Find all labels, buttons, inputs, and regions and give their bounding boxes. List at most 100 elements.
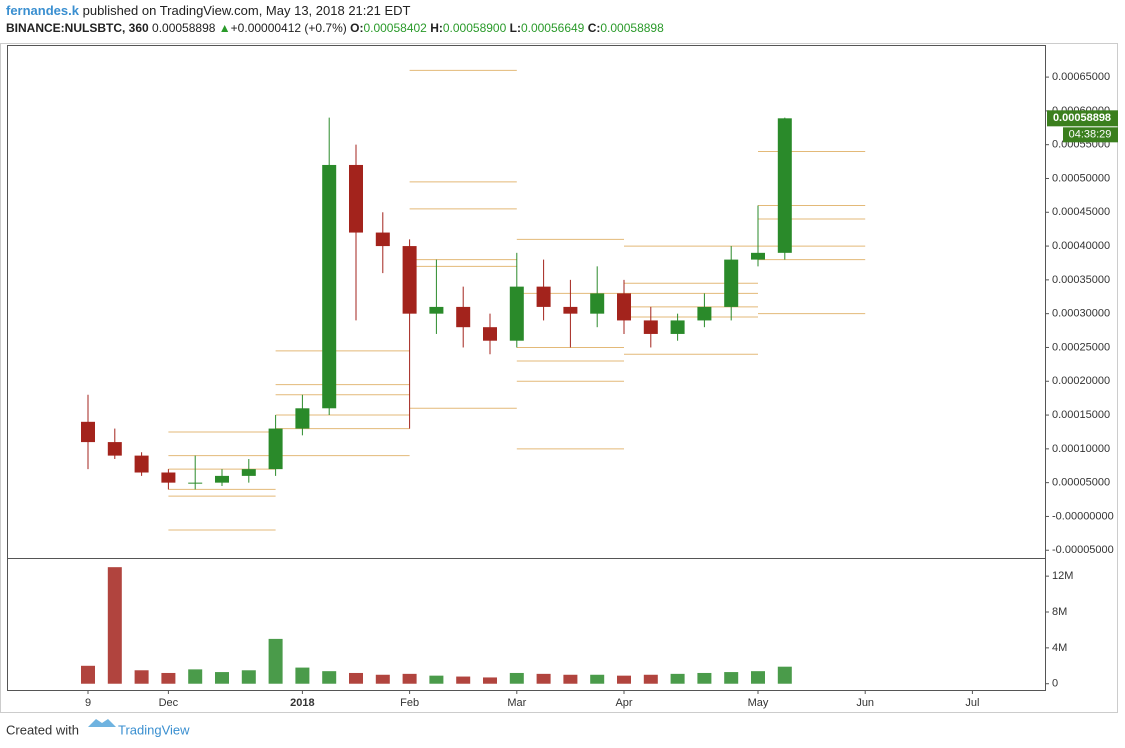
volume-bar [375,674,390,684]
candle-body [349,164,363,233]
price-tag: 0.00058898 [1053,112,1111,124]
high-label: H: [430,21,443,35]
y-tick-label: 0.00015000 [1052,409,1110,421]
volume-bar [536,673,551,684]
countdown: 04:38:29 [1069,129,1112,141]
candle-body [777,118,792,253]
candle-body [590,293,605,314]
volume-bar [617,675,631,684]
volume-bar [322,671,337,684]
y-tick-label: 0.00010000 [1052,443,1110,455]
volume-bar [724,672,739,684]
candle-body [268,428,283,470]
candle-body [134,455,149,473]
volume-bar [81,665,95,684]
volume-bar [268,638,283,684]
footer-brand[interactable]: TradingView [118,722,190,737]
candle-body [509,286,524,341]
author[interactable]: fernandes.k [6,3,79,18]
candle-body [107,442,122,456]
countdown-box [1063,127,1118,143]
volume-bar [777,666,792,684]
y-tick-label: 0.00035000 [1052,274,1110,286]
footer-created: Created with [6,722,79,737]
candle-body [643,320,658,334]
candle-body [456,306,471,328]
volume-bar [590,674,605,684]
header-line-2: BINANCE:NULSBTC, 360 0.00058898 ▲+0.0000… [6,21,664,35]
y-tick-label: 0.00005000 [1052,477,1110,489]
y-tick-label: 0.00030000 [1052,308,1110,320]
candle-body [81,421,95,443]
volume-bar [295,667,310,684]
candle-body [161,472,176,483]
candle-body [241,469,256,476]
volume-bar [643,674,658,684]
candle-body [188,482,203,484]
header-line-1: fernandes.k published on TradingView.com… [6,3,410,18]
candle-body [429,306,444,314]
volume-bar [563,674,578,684]
volume-tick-label: 4M [1052,642,1067,654]
volume-bar [161,672,176,684]
volume-bar [241,670,256,684]
last: 0.00058898 [152,21,216,35]
candle-body [697,306,712,321]
y-tick-label: 0.00040000 [1052,240,1110,252]
candle-body [724,259,739,307]
change: +0.00000412 (+0.7%) [230,21,347,35]
volume-bar [697,672,712,684]
symbol: BINANCE:NULSBTC, 360 [6,21,149,35]
x-tick-label: Apr [615,697,632,709]
volume-bar [215,672,229,684]
candle-body [295,408,310,429]
low-label: L: [509,21,521,35]
volume-tick-label: 8M [1052,606,1067,618]
volume-bar [509,672,524,684]
y-tick-label: 0.00045000 [1052,206,1110,218]
volume-bar [483,677,497,684]
x-tick-label: May [748,697,769,709]
candle-body [375,232,390,247]
volume-tick-label: 12M [1052,570,1073,582]
close: 0.00058898 [600,21,664,35]
up-arrow: ▲ [218,21,231,35]
x-tick-label: Jun [856,697,874,709]
volume-bar [429,675,444,684]
y-tick-label: 0.00025000 [1052,341,1110,353]
volume-bar [349,672,363,684]
x-tick-label: 9 [85,697,91,709]
x-tick-label: Dec [159,697,179,709]
candle-body [215,475,229,483]
y-tick-label: 0.00020000 [1052,375,1110,387]
y-tick-label: -0.00005000 [1052,544,1114,556]
tradingview-logo [88,719,116,727]
volume-bar [456,676,471,684]
volume-bar [134,670,149,684]
high: 0.00058900 [442,21,507,35]
candle-body [751,252,765,260]
x-tick-label: Feb [400,697,419,709]
plot-border [7,45,1046,691]
y-tick-label: 0.00050000 [1052,172,1110,184]
volume-bar [751,671,765,684]
volume-bar [188,669,203,684]
y-tick-label: -0.00000000 [1052,510,1114,522]
open: 0.00058402 [363,21,427,35]
candle-body [322,164,337,409]
candle-body [402,246,417,314]
candle-body [483,327,497,341]
volume-bar [107,567,122,684]
published: published on TradingView.com, May 13, 20… [82,3,411,18]
open-label: O: [350,21,364,35]
y-tick-label: 0.00065000 [1052,71,1110,83]
close-label: C: [587,21,601,35]
x-tick-label: Mar [507,697,526,709]
volume-tick-label: 0 [1052,678,1058,690]
frame [0,43,1118,713]
volume-bar [670,673,685,684]
price-tag-box [1047,110,1118,127]
candle-body [617,293,631,321]
